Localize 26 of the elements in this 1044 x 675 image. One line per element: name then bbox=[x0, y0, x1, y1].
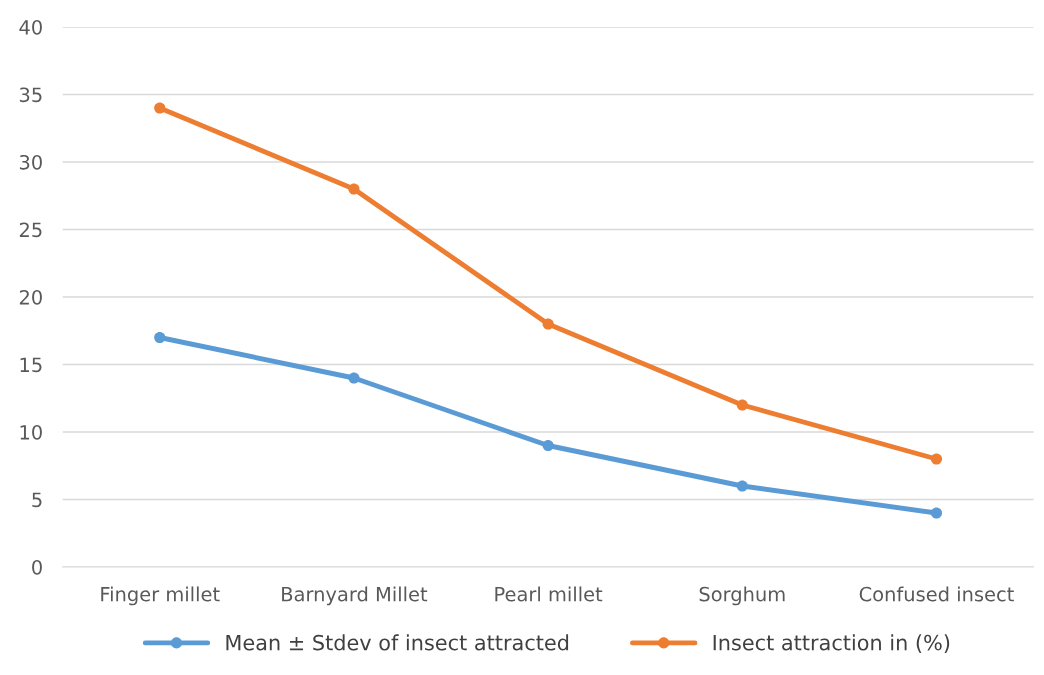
y-tick-label: 5 bbox=[32, 492, 42, 508]
point bbox=[348, 372, 360, 384]
point bbox=[736, 399, 748, 411]
y-tick-label: 20 bbox=[19, 289, 42, 305]
y-tick-label: 35 bbox=[19, 87, 42, 103]
y-tick-label: 25 bbox=[19, 222, 42, 238]
x-tick-label: Pearl millet bbox=[495, 586, 603, 602]
point bbox=[154, 102, 166, 114]
point bbox=[930, 507, 943, 519]
point bbox=[542, 439, 554, 452]
y-tick-label: 40 bbox=[19, 19, 42, 35]
point bbox=[348, 183, 360, 195]
point bbox=[154, 331, 166, 344]
y-tick-label: 0 bbox=[32, 559, 42, 575]
y-tick-label: 15 bbox=[20, 357, 42, 373]
y-tick-label: 30 bbox=[19, 154, 42, 170]
point bbox=[736, 480, 748, 492]
x-tick-label: Barnyard Millet bbox=[282, 586, 428, 606]
x-tick-label: Sorghum bbox=[699, 586, 785, 606]
legend-label: Mean ± Stdev of insect attracted bbox=[226, 634, 569, 651]
x-tick-label: Confused insect bbox=[859, 586, 1014, 602]
point bbox=[542, 318, 554, 330]
y-tick-label: 10 bbox=[20, 424, 42, 440]
legend-label: Insect attraction in (%) bbox=[713, 634, 950, 653]
point bbox=[930, 453, 943, 465]
x-tick-label: Finger millet bbox=[101, 586, 220, 606]
